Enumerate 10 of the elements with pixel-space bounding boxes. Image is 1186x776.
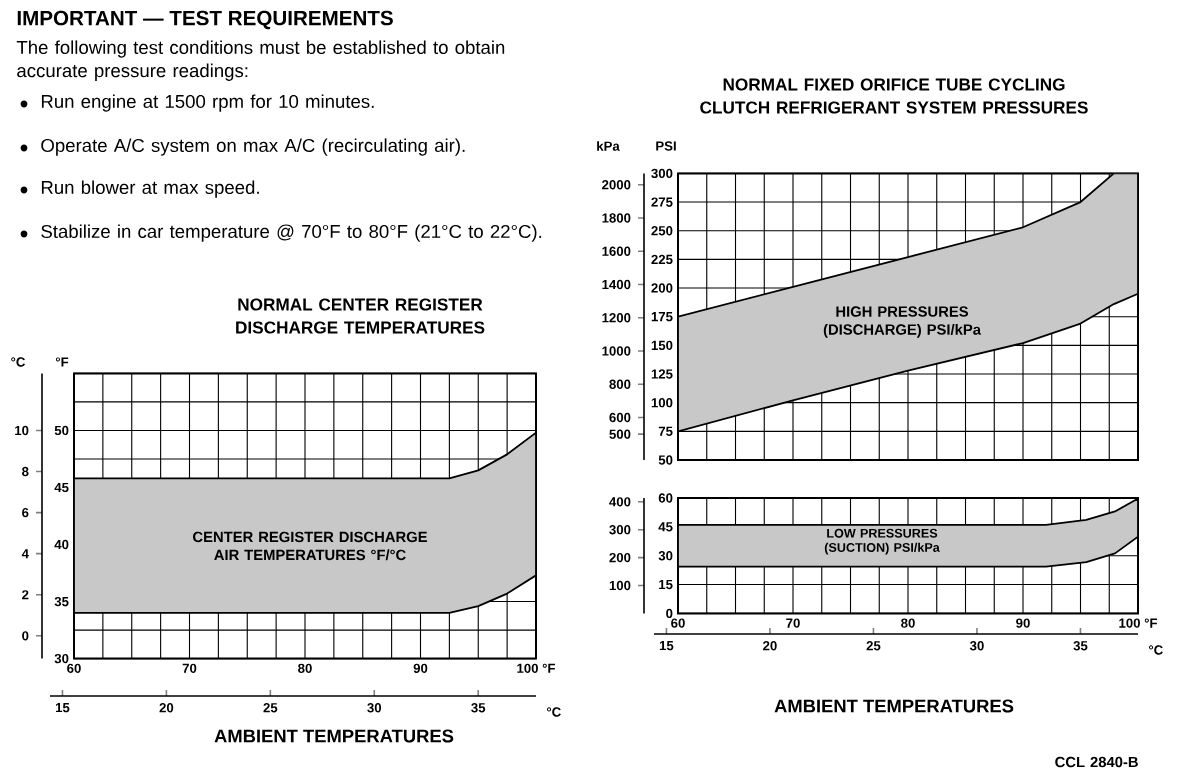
x-axis-title: AMBIENT TEMPERATURES: [214, 729, 454, 743]
text: The following test conditions must be established to obtain accurate pressure readings:: [16, 40, 505, 81]
text: Run blower at max speed.: [41, 180, 259, 198]
x-axis-title: AMBIENT TEMPERATURES: [774, 699, 1014, 713]
chart-title: NORMAL FIXED ORIFICE TUBE CYCLING CLUTCH REFRIGERANT SYSTEM PRESSURES: [700, 78, 1088, 114]
text: Run engine at 1500 rpm for 10 minutes.: [41, 94, 374, 112]
chart-title: NORMAL CENTER REGISTER DISCHARGE TEMPERATURES: [236, 298, 485, 334]
text: Stabilize in car temperature @ 70°F to 80°F (21°C to 22°C).: [41, 224, 542, 242]
text: Operate A/C system on max A/C (recirculating air).: [41, 138, 465, 156]
text: IMPORTANT — TEST REQUIREMENTS: [17, 10, 393, 30]
